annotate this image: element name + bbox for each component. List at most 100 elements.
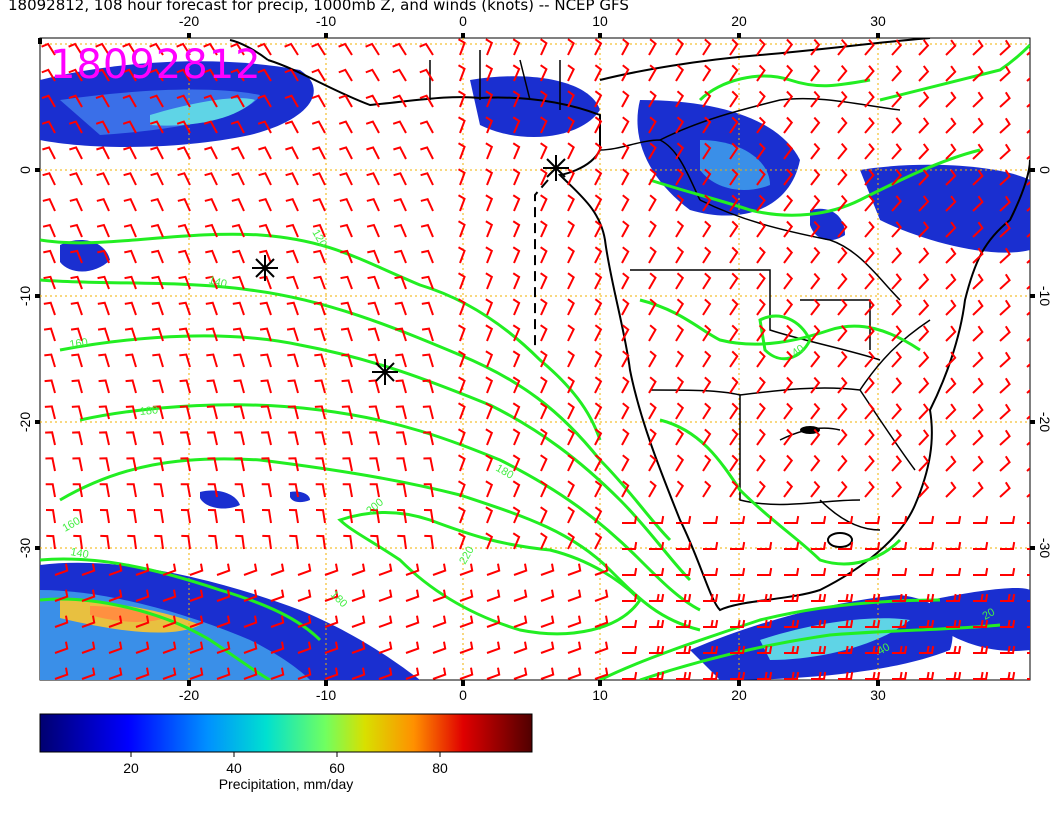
wind-barb: [567, 506, 575, 524]
wind-barb: [567, 532, 575, 550]
wind-barb: [394, 301, 407, 316]
wind-barb: [338, 68, 353, 82]
wind-barb: [703, 671, 719, 680]
wind-barb: [341, 379, 353, 394]
wind-barb: [351, 589, 366, 602]
wind-barb: [235, 534, 245, 550]
wind-barb: [458, 142, 466, 160]
wind-barb: [69, 146, 83, 160]
wind-barb: [512, 246, 521, 264]
wind-barb: [261, 457, 272, 472]
wind-barb: [702, 454, 712, 472]
wind-barb: [367, 327, 380, 342]
wind-barb: [397, 534, 407, 550]
wind-barb: [178, 275, 191, 290]
wind-barb: [513, 563, 528, 576]
wind-barb: [459, 589, 474, 602]
wind-barb: [257, 94, 272, 108]
wind-barb: [648, 324, 657, 342]
wind-barb: [258, 223, 272, 238]
wind-barb: [784, 619, 800, 628]
wind-barb: [810, 220, 821, 238]
wind-barb: [259, 301, 272, 316]
wind-barb: [757, 671, 773, 680]
wind-barb: [648, 272, 657, 290]
wind-barb: [135, 589, 150, 602]
wind-barb: [999, 117, 1011, 134]
wind-barb: [297, 563, 312, 576]
wind-barb: [729, 298, 739, 316]
lakes: [800, 426, 853, 548]
wind-barb: [423, 431, 434, 446]
wind-barb: [43, 275, 56, 290]
wind-barb: [837, 429, 848, 446]
wind-barb: [756, 480, 766, 498]
wind-barb: [973, 645, 989, 654]
wind-barb: [340, 249, 353, 264]
wind-barb: [512, 194, 521, 212]
wind-barb: [44, 353, 56, 368]
wind-barb: [458, 324, 466, 342]
wind-barb: [594, 220, 603, 238]
wind-barb: [621, 64, 630, 82]
wind-barb: [702, 428, 712, 446]
wind-barb: [339, 146, 353, 160]
wind-barb: [338, 94, 353, 108]
wind-barb: [648, 428, 657, 446]
wind-barb: [71, 353, 83, 368]
wind-barb: [999, 403, 1011, 420]
wind-barb: [369, 483, 380, 498]
wind-barb: [422, 353, 434, 368]
contour-label: 140: [207, 274, 228, 290]
wind-barb: [594, 272, 603, 290]
wind-barb: [810, 168, 821, 186]
wind-barb: [703, 541, 719, 550]
wind-barb: [284, 94, 299, 108]
wind-barb: [702, 480, 712, 498]
wind-barb: [287, 353, 299, 368]
wind-barb: [891, 377, 903, 394]
wind-barb: [284, 120, 299, 134]
wind-barb: [149, 42, 164, 56]
wind-barb: [311, 94, 326, 108]
wind-barb: [396, 457, 407, 472]
wind-barb: [891, 117, 903, 134]
wind-barb: [891, 143, 903, 160]
wind-barb: [594, 298, 603, 316]
wind-barb: [341, 405, 353, 420]
wind-barb: [891, 351, 903, 368]
wind-barb: [567, 272, 575, 290]
wind-barb: [369, 457, 380, 472]
wind-barb: [783, 194, 794, 212]
wind-barb: [972, 65, 984, 82]
wind-barb: [918, 299, 930, 316]
wind-barb: [999, 65, 1011, 82]
wind-barb: [676, 645, 692, 654]
wind-barb: [393, 223, 407, 238]
wind-barb: [396, 509, 407, 524]
wind-barb: [837, 39, 848, 56]
wind-barb: [675, 376, 685, 394]
wind-barb: [216, 589, 231, 602]
wind-barb: [567, 615, 582, 628]
wind-barb: [945, 65, 957, 82]
wind-barb: [540, 194, 548, 212]
wind-barb: [621, 350, 630, 368]
wind-barb: [485, 428, 494, 446]
wind-barb: [811, 593, 827, 602]
wind-barb: [621, 454, 630, 472]
wind-barb: [810, 38, 821, 56]
wind-barb: [81, 615, 96, 628]
wind-barb: [891, 299, 903, 316]
wind-barb: [837, 65, 848, 82]
wind-barb: [756, 246, 766, 264]
wind-barb: [864, 429, 875, 446]
wind-barb: [648, 116, 657, 134]
wind-barb: [702, 64, 712, 82]
wind-barb: [675, 298, 685, 316]
wind-barb: [729, 350, 739, 368]
lon-tick-label: 0: [459, 13, 467, 29]
wind-barb: [675, 454, 685, 472]
wind-barb: [945, 273, 957, 290]
